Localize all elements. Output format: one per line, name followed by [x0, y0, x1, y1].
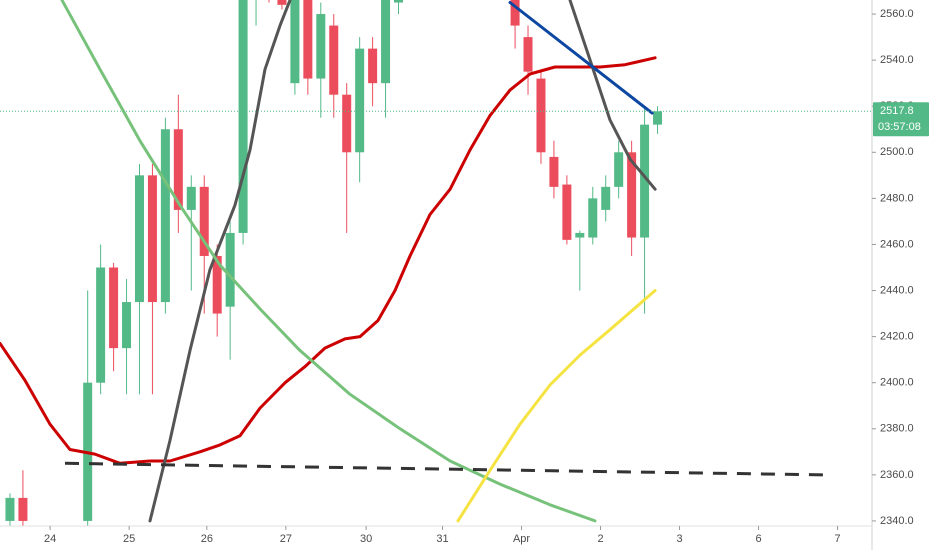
- countdown-label: 03:57:08: [878, 121, 921, 133]
- overlay-line: [60, 0, 597, 523]
- y-tick-label: 2340.0: [880, 515, 914, 527]
- overlay-line: [456, 289, 657, 523]
- candle-body: [549, 156, 559, 187]
- candle-body: [368, 48, 378, 84]
- overlay-line: [148, 0, 657, 523]
- y-tick-label: 2560.0: [880, 8, 914, 20]
- candle-body: [381, 0, 391, 84]
- x-tick-label: 3: [676, 533, 682, 545]
- last-price-box: [873, 102, 929, 137]
- candle-body: [5, 497, 15, 521]
- candle-body: [614, 152, 624, 187]
- overlay-line: [0, 56, 657, 465]
- candle-body: [160, 129, 170, 303]
- candle-body: [173, 129, 183, 210]
- x-tick-label: 30: [360, 533, 372, 545]
- x-tick-label: 6: [755, 533, 761, 545]
- candle-body: [640, 124, 650, 238]
- candle-body: [316, 14, 326, 79]
- candle-body: [601, 186, 611, 210]
- y-tick-label: 2360.0: [880, 469, 914, 481]
- candle-body: [303, 0, 313, 79]
- candle-body: [536, 78, 546, 153]
- y-tick-label: 2420.0: [880, 331, 914, 343]
- candle-body: [186, 186, 196, 210]
- candle-body: [122, 302, 132, 349]
- y-tick-label: 2500.0: [880, 146, 914, 158]
- plot-area: [0, 0, 872, 526]
- x-tick-label: 25: [123, 533, 135, 545]
- candle-body: [510, 0, 520, 26]
- candle-body: [212, 255, 222, 314]
- candle-body: [575, 232, 585, 238]
- x-tick-label: 2: [597, 533, 603, 545]
- candle-body: [342, 94, 352, 153]
- x-tick-label: 31: [436, 533, 448, 545]
- candle-body: [134, 175, 144, 303]
- x-tick-label: 24: [44, 533, 56, 545]
- candle-body: [588, 198, 598, 238]
- candle-body: [394, 0, 404, 3]
- candle-body: [147, 175, 157, 303]
- candle-body: [290, 0, 300, 84]
- axes: 2340.02360.02380.02400.02420.02440.02460…: [44, 8, 929, 545]
- y-tick-label: 2440.0: [880, 284, 914, 296]
- candle-body: [627, 152, 637, 238]
- y-tick-label: 2460.0: [880, 238, 914, 250]
- overlay-line: [64, 461, 826, 477]
- candle-body: [238, 0, 248, 233]
- candle-body: [109, 267, 119, 349]
- y-tick-label: 2480.0: [880, 192, 914, 204]
- candle-body: [225, 232, 235, 307]
- last-price-label: 2517.8: [880, 105, 914, 117]
- y-tick-label: 2400.0: [880, 377, 914, 389]
- candle-body: [562, 184, 572, 240]
- candle-body: [277, 0, 287, 5]
- candle-body: [355, 48, 365, 153]
- x-tick-label: 27: [280, 533, 292, 545]
- candle-body: [18, 497, 28, 521]
- candle-body: [653, 111, 663, 125]
- candle-body: [523, 37, 533, 72]
- x-tick-label: 26: [201, 533, 213, 545]
- overlay-line: [508, 1, 654, 115]
- x-tick-label: Apr: [513, 533, 530, 545]
- candle-body: [96, 267, 106, 383]
- y-tick-label: 2540.0: [880, 54, 914, 66]
- candle-body: [199, 186, 209, 256]
- candle-body: [329, 25, 339, 95]
- y-tick-label: 2380.0: [880, 423, 914, 435]
- x-tick-label: 7: [834, 533, 840, 545]
